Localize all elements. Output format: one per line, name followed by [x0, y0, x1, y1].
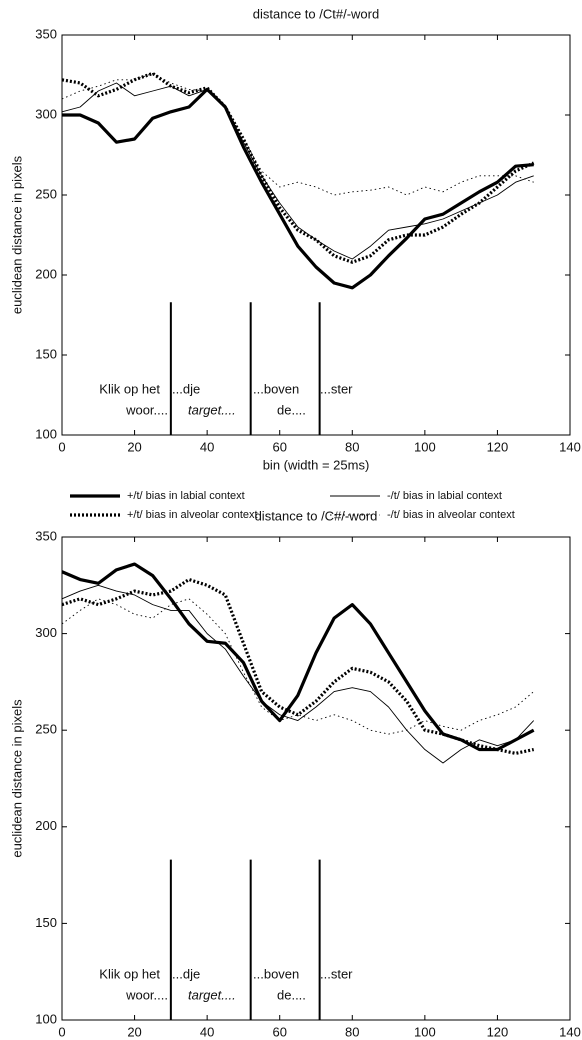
- series-line: [61, 577, 535, 755]
- y-tick-label: 350: [35, 26, 57, 41]
- y-tick-label: 200: [35, 266, 57, 281]
- plot-frame: [61, 34, 571, 436]
- y-tick-label: 300: [35, 625, 57, 640]
- phase-label: ...boven: [253, 381, 299, 396]
- x-tick-label: 20: [127, 1024, 141, 1039]
- y-axis-label: euclidean distance in pixels: [9, 699, 24, 858]
- y-tick-label: 100: [35, 1011, 57, 1026]
- x-tick-label: 100: [414, 439, 436, 454]
- phase-label: ...ster: [320, 966, 353, 981]
- y-tick-label: 200: [35, 818, 57, 833]
- phase-label: woor....: [125, 987, 168, 1002]
- series-line: [61, 82, 534, 260]
- chart-title: distance to /Ct#/-word: [253, 6, 379, 21]
- x-tick-label: 0: [58, 1024, 65, 1039]
- x-tick-label: 40: [200, 1024, 214, 1039]
- phase-label: de....: [277, 987, 306, 1002]
- x-tick-label: 20: [127, 439, 141, 454]
- y-tick-label: 300: [35, 106, 57, 121]
- series-line: [62, 87, 534, 290]
- legend-label: -/t/ bias in alveolar context: [387, 509, 515, 521]
- phase-label: Klik op het: [99, 966, 160, 981]
- phase-label: de....: [277, 402, 306, 417]
- series-line: [61, 71, 535, 264]
- x-tick-label: 60: [272, 1024, 286, 1039]
- x-tick-label: 120: [487, 1024, 509, 1039]
- x-tick-label: 140: [559, 1024, 581, 1039]
- phase-label: ...boven: [253, 966, 299, 981]
- x-tick-label: 120: [487, 439, 509, 454]
- x-tick-label: 100: [414, 1024, 436, 1039]
- phase-label: Klik op het: [99, 381, 160, 396]
- phase-label: ...dje: [172, 966, 200, 981]
- series-line: [61, 584, 535, 764]
- x-tick-label: 80: [345, 439, 359, 454]
- y-tick-label: 150: [35, 346, 57, 361]
- y-tick-label: 100: [35, 426, 57, 441]
- x-axis-label: bin (width = 25ms): [263, 457, 370, 472]
- phase-label: target....: [188, 987, 236, 1002]
- y-tick-label: 150: [35, 915, 57, 930]
- y-tick-label: 350: [35, 528, 57, 543]
- y-tick-label: 250: [35, 186, 57, 201]
- series-line: [61, 72, 534, 196]
- chart-title: distance to /C#/-word: [255, 508, 378, 523]
- legend-label: -/t/ bias in labial context: [387, 490, 502, 502]
- plot-frame: [61, 536, 571, 1021]
- legend-label: +/t/ bias in alveolar context: [127, 509, 258, 521]
- phase-label: ...ster: [320, 381, 353, 396]
- phase-label: target....: [188, 402, 236, 417]
- x-tick-label: 40: [200, 439, 214, 454]
- x-tick-label: 0: [58, 439, 65, 454]
- y-tick-label: 250: [35, 722, 57, 737]
- x-tick-label: 60: [272, 439, 286, 454]
- y-axis-label: euclidean distance in pixels: [9, 155, 24, 314]
- phase-label: woor....: [125, 402, 168, 417]
- legend-label: +/t/ bias in labial context: [127, 490, 245, 502]
- x-tick-label: 80: [345, 1024, 359, 1039]
- series-line: [61, 562, 535, 752]
- phase-label: ...dje: [172, 381, 200, 396]
- x-tick-label: 140: [559, 439, 581, 454]
